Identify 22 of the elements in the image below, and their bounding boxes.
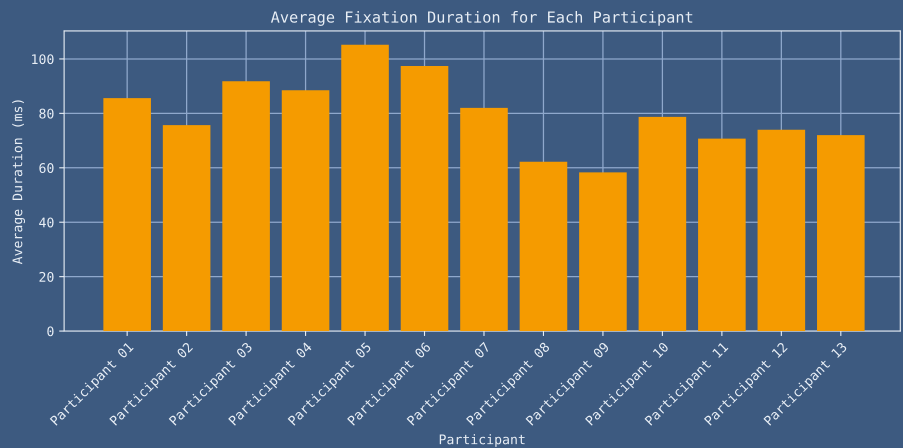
y-tick-label: 0 xyxy=(47,326,54,336)
bar xyxy=(520,162,568,332)
x-axis-title: Participant xyxy=(440,434,525,447)
y-tick-label: 40 xyxy=(39,217,54,228)
y-tick-label: 80 xyxy=(39,108,54,119)
bar xyxy=(698,138,746,332)
y-tick-label: 20 xyxy=(39,272,54,282)
chart-title: Average Fixation Duration for Each Participant xyxy=(270,10,692,26)
bar xyxy=(162,125,210,332)
bar xyxy=(222,81,270,332)
bar xyxy=(460,108,508,332)
y-tick-label: 100 xyxy=(32,54,54,64)
bar xyxy=(400,66,448,332)
bar xyxy=(341,44,389,332)
y-tick-label: 60 xyxy=(39,163,54,174)
bar xyxy=(282,90,330,332)
bar xyxy=(103,98,151,332)
bar xyxy=(817,135,865,332)
bar xyxy=(758,130,806,332)
bar xyxy=(638,116,686,332)
y-axis-title: Average Duration (ms) xyxy=(12,100,26,264)
bar xyxy=(579,172,627,332)
